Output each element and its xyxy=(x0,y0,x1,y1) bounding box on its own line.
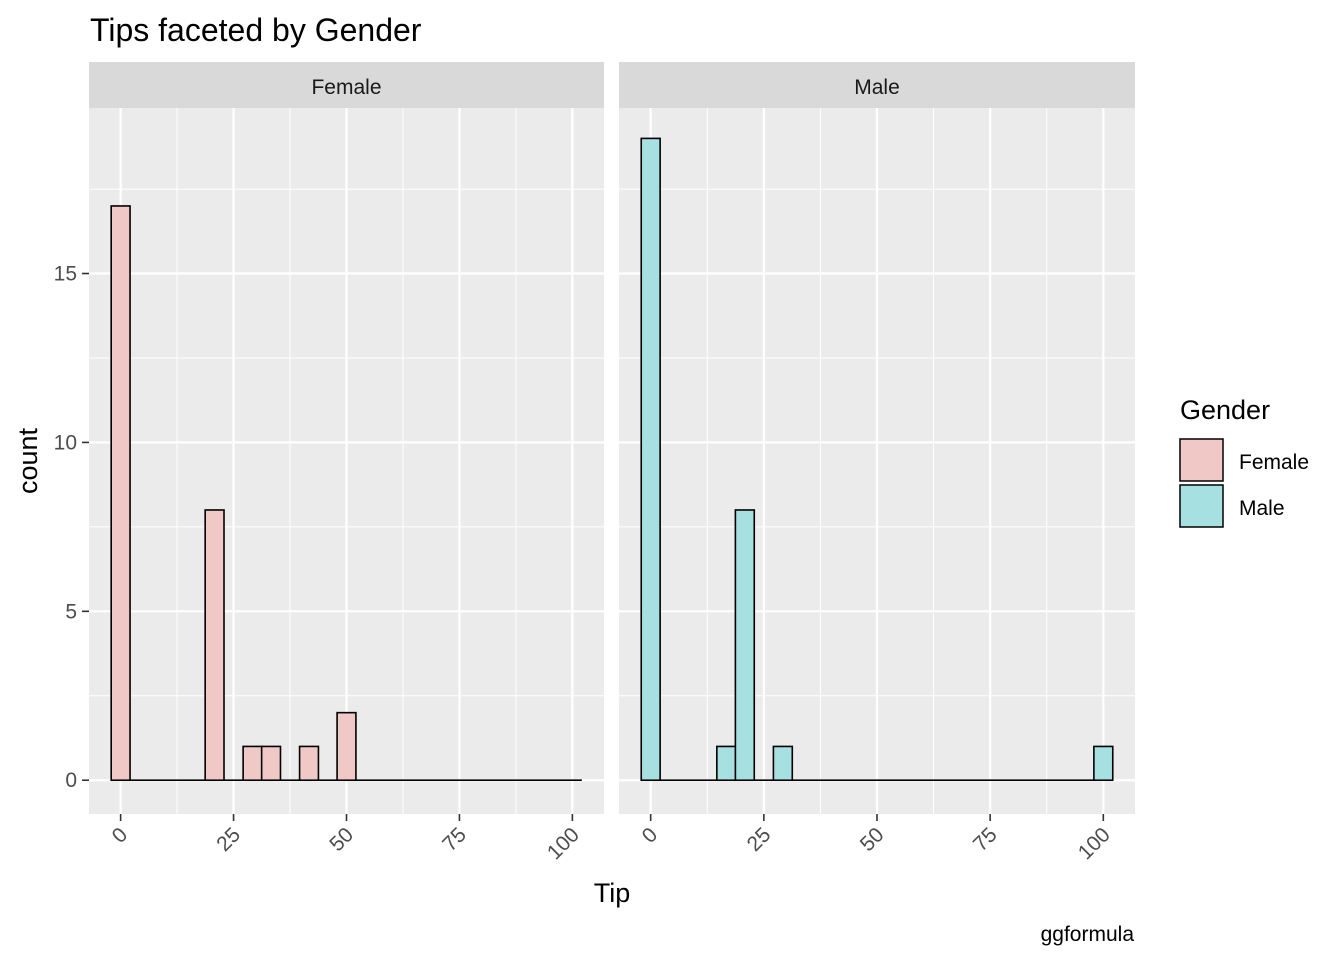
x-tick-label: 25 xyxy=(212,823,245,856)
histogram-bar xyxy=(716,745,737,782)
caption: ggformula xyxy=(1041,923,1135,946)
legend-swatch-male xyxy=(1179,484,1224,528)
x-tick-label: 50 xyxy=(856,823,889,856)
x-tick-label: 100 xyxy=(1074,823,1115,864)
histogram-bar xyxy=(242,745,263,782)
facet-strip-label: Female xyxy=(311,76,381,99)
x-tick-label: 50 xyxy=(325,823,358,856)
histogram-bar xyxy=(260,745,282,782)
facet-male: Male 0 25 50 75 100 xyxy=(619,62,1135,864)
histogram-bar xyxy=(1093,745,1114,782)
y-axis: 0 5 10 15 xyxy=(54,263,89,792)
x-axis-title: Tip xyxy=(594,878,631,908)
histogram-bar xyxy=(110,205,131,782)
histogram-bar xyxy=(204,509,225,782)
legend-title: Gender xyxy=(1180,395,1270,425)
facet-strip-label: Male xyxy=(854,76,900,99)
chart-title: Tips faceted by Gender xyxy=(90,12,422,48)
facet-strip xyxy=(619,62,1135,108)
facet-strip xyxy=(89,62,604,108)
x-tick-label: 75 xyxy=(438,823,471,856)
y-axis-title: count xyxy=(13,427,43,494)
legend-label-male: Male xyxy=(1239,497,1285,520)
histogram-bar xyxy=(734,509,756,782)
histogram-bar xyxy=(336,711,357,782)
legend: Gender Female Male xyxy=(1179,395,1309,528)
x-tick-label: 100 xyxy=(543,823,584,864)
histogram-bar xyxy=(298,745,320,782)
histogram-bar xyxy=(772,745,794,782)
facet-female: Female 0 25 50 75 100 xyxy=(89,62,604,864)
histogram-bar xyxy=(640,137,661,782)
x-tick-label: 0 xyxy=(638,823,663,848)
x-tick-label: 75 xyxy=(969,823,1002,856)
facets: Female 0 25 50 75 100 Male 0 25 50 75 100 xyxy=(89,62,1135,864)
y-tick-label: 15 xyxy=(54,263,77,286)
x-tick-label: 25 xyxy=(743,823,776,856)
y-tick-label: 10 xyxy=(54,431,77,454)
y-tick-label: 0 xyxy=(65,769,77,792)
legend-label-female: Female xyxy=(1239,451,1309,474)
y-tick-label: 5 xyxy=(65,600,77,623)
legend-swatch-female xyxy=(1179,438,1224,482)
x-tick-label: 0 xyxy=(108,823,133,848)
